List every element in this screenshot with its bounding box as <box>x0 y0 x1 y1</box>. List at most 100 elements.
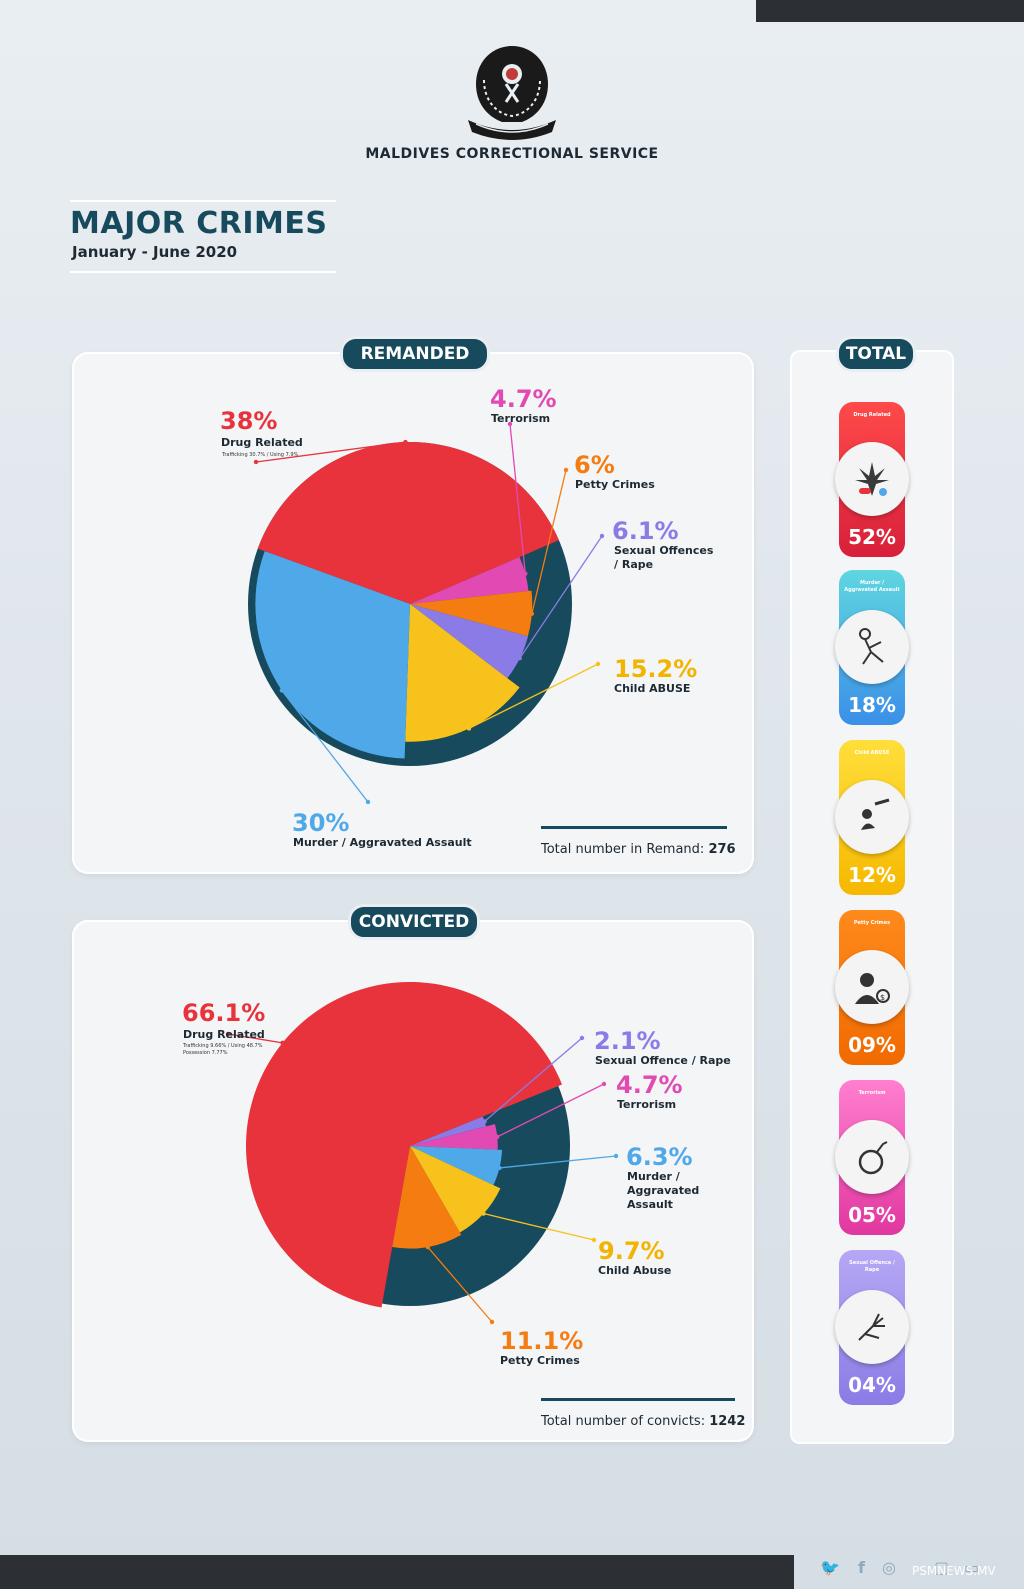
leader-dot <box>225 1031 231 1037</box>
leader-dot <box>280 1040 285 1046</box>
leader-line <box>496 1083 605 1138</box>
total-child-bar: Child ABUSE 12% <box>835 740 909 895</box>
convicted-total-label: Total number of convicts: <box>541 1414 706 1429</box>
leader-dot <box>591 1237 597 1243</box>
remanded-drug-note: Trafficking 30.7% / Using 7.9% <box>222 452 299 458</box>
leader-line <box>281 690 369 803</box>
pie-slice-sexual-offence-rape <box>410 1116 487 1146</box>
total-sexual-value: 04% <box>848 1373 896 1397</box>
pie-slice-petty-crimes <box>392 1146 462 1249</box>
convicted-drug-pct: 66.1% <box>182 999 266 1027</box>
leader-dot <box>482 1119 487 1124</box>
leader-dot <box>613 1153 619 1159</box>
convicted-terrorism-label: Terrorism <box>617 1098 677 1111</box>
leader-line <box>509 423 526 574</box>
total-murder-value: 18% <box>848 693 896 717</box>
leader-dot <box>495 1134 500 1139</box>
leader-dot <box>599 533 605 539</box>
remanded-petty-label: Petty Crimes <box>575 478 655 491</box>
total-drug-label: Drug Related <box>853 412 891 418</box>
convicted-total: Total number of convicts: 1242 <box>541 1414 745 1429</box>
leader-dot <box>466 726 472 731</box>
facebook-icon[interactable]: f <box>858 1558 865 1577</box>
total-sexual-label: Sexual Offence / Rape <box>849 1260 895 1273</box>
remanded-sexual-label: Sexual Offences / Rape <box>614 544 714 571</box>
leader-line <box>483 1212 595 1241</box>
convicted-petty-pct: 11.1% <box>500 1327 584 1355</box>
convicted-drug-note: Trafficking 9.66% / Using 48.7% Possessi… <box>183 1043 263 1056</box>
remanded-total-value: 276 <box>708 842 736 857</box>
title-rule-top <box>70 200 336 202</box>
leader-dot <box>507 421 513 427</box>
pie-slice-terrorism <box>410 557 529 604</box>
child-abuse-icon <box>835 780 909 854</box>
youtube-icon[interactable]: ▭ <box>964 1558 980 1577</box>
pie-slice-terrorism <box>410 1124 498 1150</box>
leader-dot <box>579 1035 585 1041</box>
total-petty-value: 09% <box>848 1033 896 1057</box>
leader-line <box>499 1155 617 1169</box>
leader-line <box>427 1246 493 1323</box>
convicted-pie-chart <box>225 982 619 1325</box>
leader-dot <box>529 611 535 616</box>
grabbing-hand-icon <box>835 1290 909 1364</box>
total-petty-label: Petty Crimes <box>853 920 891 926</box>
page-title: MAJOR CRIMES <box>70 206 328 241</box>
pie-slice-sexual-offences-rape <box>410 604 529 679</box>
pie-slice-child-abuse <box>405 604 520 742</box>
body-outline-icon <box>835 610 909 684</box>
emblem-logo <box>468 46 556 140</box>
total-drug-bar: Drug Related 52% <box>835 402 909 557</box>
svg-text:$: $ <box>880 993 885 1002</box>
leader-dot <box>279 688 284 693</box>
remanded-sexual-pct: 6.1% <box>612 517 679 545</box>
total-petty-bar: Petty Crimes $ 09% <box>835 910 909 1065</box>
convicted-murder-label: Murder / Aggravated Assault <box>627 1170 700 1211</box>
remanded-pie-chart <box>248 421 605 805</box>
convicted-drug-label: Drug Related <box>183 1028 265 1041</box>
leader-dot <box>497 1165 502 1171</box>
pie-slice-child-abuse <box>410 1146 501 1233</box>
top-bar <box>756 0 1024 22</box>
leader-dot <box>425 1244 430 1250</box>
pie-slice-drug-related <box>245 982 563 1308</box>
convicted-murder-pct: 6.3% <box>626 1143 693 1171</box>
drug-icon <box>835 442 909 516</box>
convicted-sexual-pct: 2.1% <box>594 1027 661 1055</box>
remanded-petty-pct: 6% <box>574 451 615 479</box>
convicted-heading: CONVICTED <box>348 904 480 940</box>
convicted-terrorism-pct: 4.7% <box>616 1071 683 1099</box>
instagram-icon[interactable]: ▢ <box>934 1558 950 1577</box>
convicted-petty-label: Petty Crimes <box>500 1354 580 1367</box>
leader-line <box>531 469 567 614</box>
total-sexual-bar: Sexual Offence / Rape 04% <box>835 1250 909 1405</box>
total-terrorism-value: 05% <box>848 1203 896 1227</box>
title-rule-bottom <box>70 271 336 273</box>
twitter-icon[interactable]: 🐦 <box>820 1558 840 1577</box>
leader-line <box>519 535 603 659</box>
leader-dot <box>481 1211 486 1216</box>
total-murder-bar: Murder / Aggravated Assault 18% <box>835 570 909 725</box>
pie-slice-petty-crimes <box>410 590 533 637</box>
remanded-total-label: Total number in Remand: <box>541 842 705 857</box>
total-child-value: 12% <box>848 863 896 887</box>
remanded-total: Total number in Remand: 276 <box>541 842 736 857</box>
convicted-sexual-label: Sexual Offence / Rape <box>595 1054 731 1067</box>
total-terrorism-bar: Terrorism 05% <box>835 1080 909 1235</box>
leader-dot <box>253 459 259 465</box>
globe-icon[interactable]: ◎ <box>882 1558 896 1577</box>
remanded-heading: REMANDED <box>340 336 490 372</box>
bottom-bar <box>0 1555 794 1589</box>
remanded-total-rule <box>541 826 727 829</box>
pie-slice-drug-related <box>257 442 559 604</box>
leader-dot <box>517 656 522 661</box>
leader-line <box>255 441 406 463</box>
pie-slice-murder-aggravated-assault <box>410 1146 503 1186</box>
leader-dot <box>563 467 569 473</box>
total-heading: TOTAL <box>836 336 916 372</box>
leader-dot <box>403 439 408 445</box>
org-name: MALDIVES CORRECTIONAL SERVICE <box>365 146 659 162</box>
leader-line <box>484 1037 583 1122</box>
watermark: PSMNEWS.MV <box>912 1564 996 1578</box>
leader-dot <box>523 571 528 576</box>
